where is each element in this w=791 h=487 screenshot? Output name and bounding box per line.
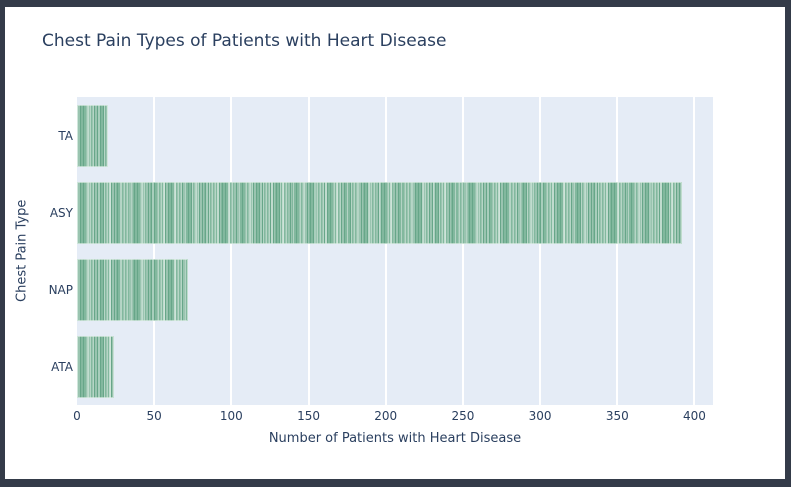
x-axis-title: Number of Patients with Heart Disease — [268, 431, 522, 446]
x-tick-label: 50 — [146, 409, 162, 423]
gridline — [307, 97, 310, 405]
y-tick-label: NAP — [48, 282, 73, 297]
x-tick-label: 150 — [297, 409, 320, 423]
x-tick-label: 100 — [219, 409, 243, 423]
bar-ta[interactable] — [77, 104, 108, 167]
x-tick-label: 350 — [605, 409, 629, 423]
y-tick-label: ASY — [49, 205, 73, 220]
gridline — [616, 97, 619, 405]
gridline — [539, 97, 542, 405]
bar-ata[interactable] — [77, 335, 115, 398]
gridline — [230, 97, 233, 405]
gridline — [461, 97, 464, 405]
chart-title: Chest Pain Types of Patients with Heart … — [42, 31, 447, 51]
x-tick-label: 0 — [73, 409, 81, 423]
y-tick-label: TA — [58, 128, 73, 143]
gridline — [384, 97, 387, 405]
gridline — [153, 97, 156, 405]
x-tick-label: 400 — [683, 409, 706, 423]
bar-nap[interactable] — [77, 258, 189, 321]
gridline — [693, 97, 696, 405]
bar-asy[interactable] — [77, 181, 683, 244]
x-tick-label: 300 — [528, 409, 552, 423]
chart-card: Chest Pain Types of Patients with Heart … — [5, 7, 785, 479]
x-tick-label: 250 — [451, 409, 475, 423]
x-tick-label: 200 — [374, 409, 398, 423]
y-tick-label: ATA — [51, 359, 73, 374]
plot-area — [77, 97, 713, 405]
